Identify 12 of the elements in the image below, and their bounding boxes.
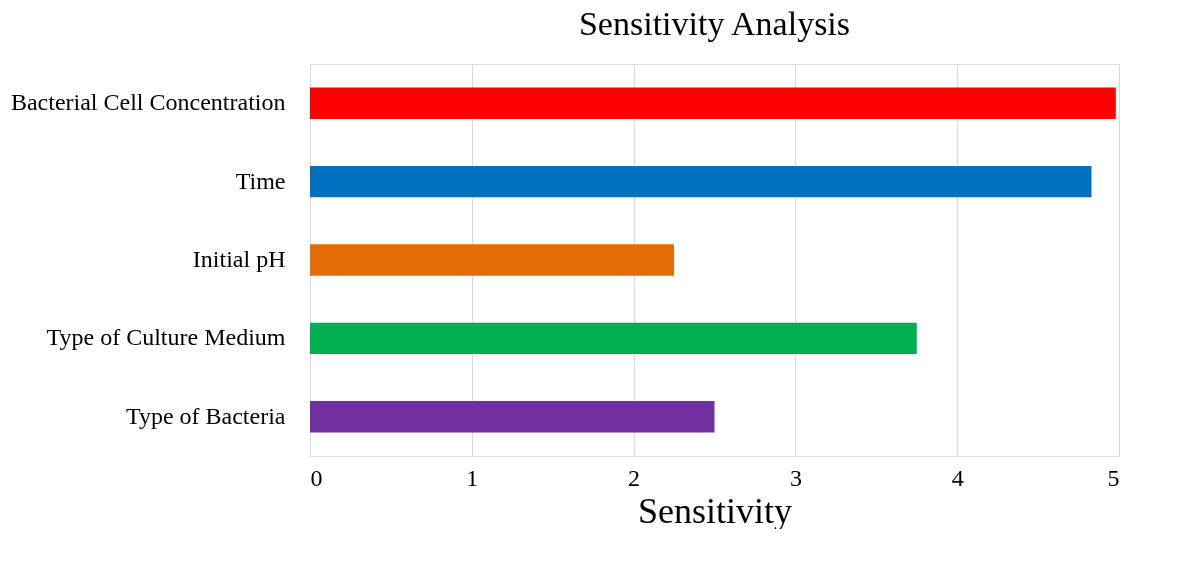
x-tick-label: 2 — [628, 464, 641, 491]
x-tick-label: 4 — [951, 464, 964, 491]
y-tick-label: Time — [235, 167, 286, 194]
x-tick-label: 1 — [466, 464, 479, 491]
x-tick-label: 5 — [1107, 464, 1120, 491]
x-tick-label: 3 — [789, 464, 802, 491]
y-tick-label: Type of Culture Medium — [46, 324, 286, 351]
y-tick-label: Bacterial Cell Concentration — [10, 89, 286, 116]
y-tick-label: Initial pH — [192, 246, 286, 272]
chart-title: Sensitivity Analysis — [578, 5, 851, 42]
y-tick-label: Type of Bacteria — [125, 402, 286, 429]
x-tick-label: 0 — [310, 464, 323, 491]
